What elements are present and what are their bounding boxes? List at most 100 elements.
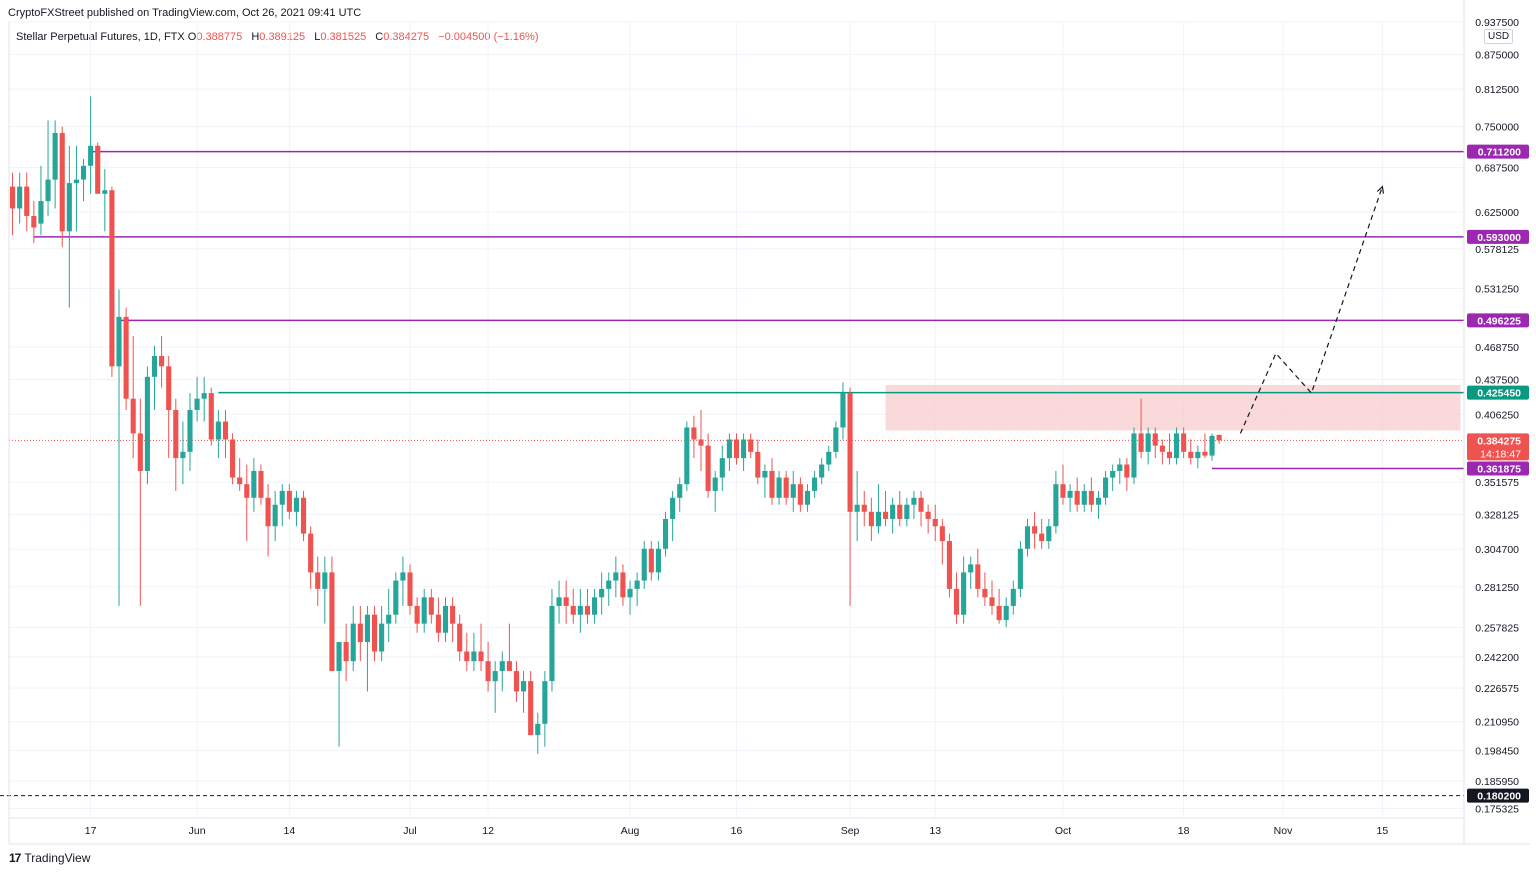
candle-body [116, 316, 122, 367]
level-badge: 0.425450 [1477, 388, 1521, 400]
candle-up [677, 477, 683, 512]
candle-down [584, 588, 591, 624]
candle-down [137, 398, 143, 606]
candle-body [464, 651, 470, 662]
candle-body [201, 393, 207, 399]
candle-body [1117, 464, 1123, 471]
level-badge: 0.496225 [1477, 315, 1521, 327]
candle-up [492, 661, 498, 713]
price-tick-label: 0.242200 [1475, 652, 1519, 664]
candle-down [300, 490, 307, 542]
time-tick-label: Aug [621, 825, 640, 837]
candle-body [1110, 470, 1116, 478]
candle-body [343, 642, 349, 662]
candle-body [73, 179, 79, 184]
candle-body [918, 497, 924, 512]
candle-down [691, 415, 697, 459]
candle-down [244, 464, 250, 542]
candle-body [286, 490, 292, 512]
candle-down [1159, 439, 1165, 465]
published-line: CryptoFXStreet published on TradingView.… [8, 7, 362, 19]
candle-body [215, 421, 221, 440]
price-tick-label: 0.226575 [1475, 683, 1519, 695]
candle-down [953, 572, 960, 624]
candle-body [109, 190, 115, 367]
candle-body [230, 439, 236, 478]
candle-down [9, 172, 16, 236]
candle-up [804, 484, 811, 512]
projection-path [1239, 185, 1384, 434]
candle-up [194, 376, 200, 422]
candle-up [80, 159, 87, 202]
candle-down [1166, 433, 1173, 465]
candle-down [450, 597, 456, 643]
candle-up [726, 433, 732, 471]
candle-down [1074, 477, 1080, 512]
candle-up [88, 96, 94, 194]
currency-label[interactable]: USD [1484, 29, 1514, 44]
candle-body [379, 623, 385, 652]
candle-body [662, 518, 669, 549]
candle-body [194, 398, 200, 410]
candle-down [24, 172, 30, 232]
candle-down [428, 588, 434, 624]
candle-body [989, 597, 995, 606]
time-tick-label: 17 [85, 825, 97, 837]
candle-body [684, 427, 690, 485]
candle-body [59, 132, 65, 232]
candle-down [31, 201, 37, 244]
candle-body [769, 470, 775, 498]
candle-body [875, 511, 882, 527]
candle-down [371, 605, 378, 662]
candle-body [1145, 433, 1151, 452]
candle-up [393, 572, 399, 624]
candle-up [1003, 597, 1009, 628]
candle-body [45, 179, 51, 202]
candle-body [258, 470, 264, 498]
candle-up [1110, 464, 1116, 491]
candle-up [535, 712, 541, 754]
candle-up [961, 556, 967, 624]
candle-body [577, 605, 583, 615]
candle-down [130, 336, 136, 459]
candle-up [812, 470, 818, 498]
candle-up [1053, 470, 1059, 534]
candle-down [485, 642, 491, 692]
candle-body [1195, 451, 1201, 459]
candle-down [208, 387, 214, 446]
candle-down [435, 597, 441, 643]
candle-up [556, 580, 562, 624]
candle-up [613, 556, 619, 598]
candle-body [748, 439, 754, 452]
candle-body [428, 597, 434, 615]
candle-body [975, 564, 981, 589]
candle-down [563, 580, 569, 624]
candle-body [1067, 490, 1073, 498]
candle-down [1088, 477, 1094, 512]
level-badge-bg [1467, 385, 1529, 400]
candle-body [173, 409, 179, 459]
candle-body [584, 605, 591, 615]
price-tick-label: 0.437500 [1475, 375, 1519, 387]
candle-body [166, 366, 172, 410]
candle-up [776, 470, 782, 505]
candle-down [123, 307, 129, 410]
candle-body [265, 497, 271, 527]
candle-body [400, 572, 406, 581]
candle-up [180, 421, 186, 485]
time-tick-label: Jul [403, 825, 416, 837]
horizontal-levels [0, 150, 1464, 797]
time-tick-label: Jun [189, 825, 206, 837]
candle-body [826, 451, 832, 465]
candle-up [655, 541, 661, 581]
candle-down [95, 142, 101, 194]
candle-up [421, 588, 427, 633]
level-badge-bg [1467, 144, 1529, 159]
candle-body [66, 183, 72, 232]
candle-down [1138, 398, 1144, 459]
candle-body [1024, 526, 1031, 549]
candle-up [471, 632, 477, 672]
tradingview-logo-icon: 17 [9, 851, 21, 865]
candle-down [265, 484, 271, 557]
